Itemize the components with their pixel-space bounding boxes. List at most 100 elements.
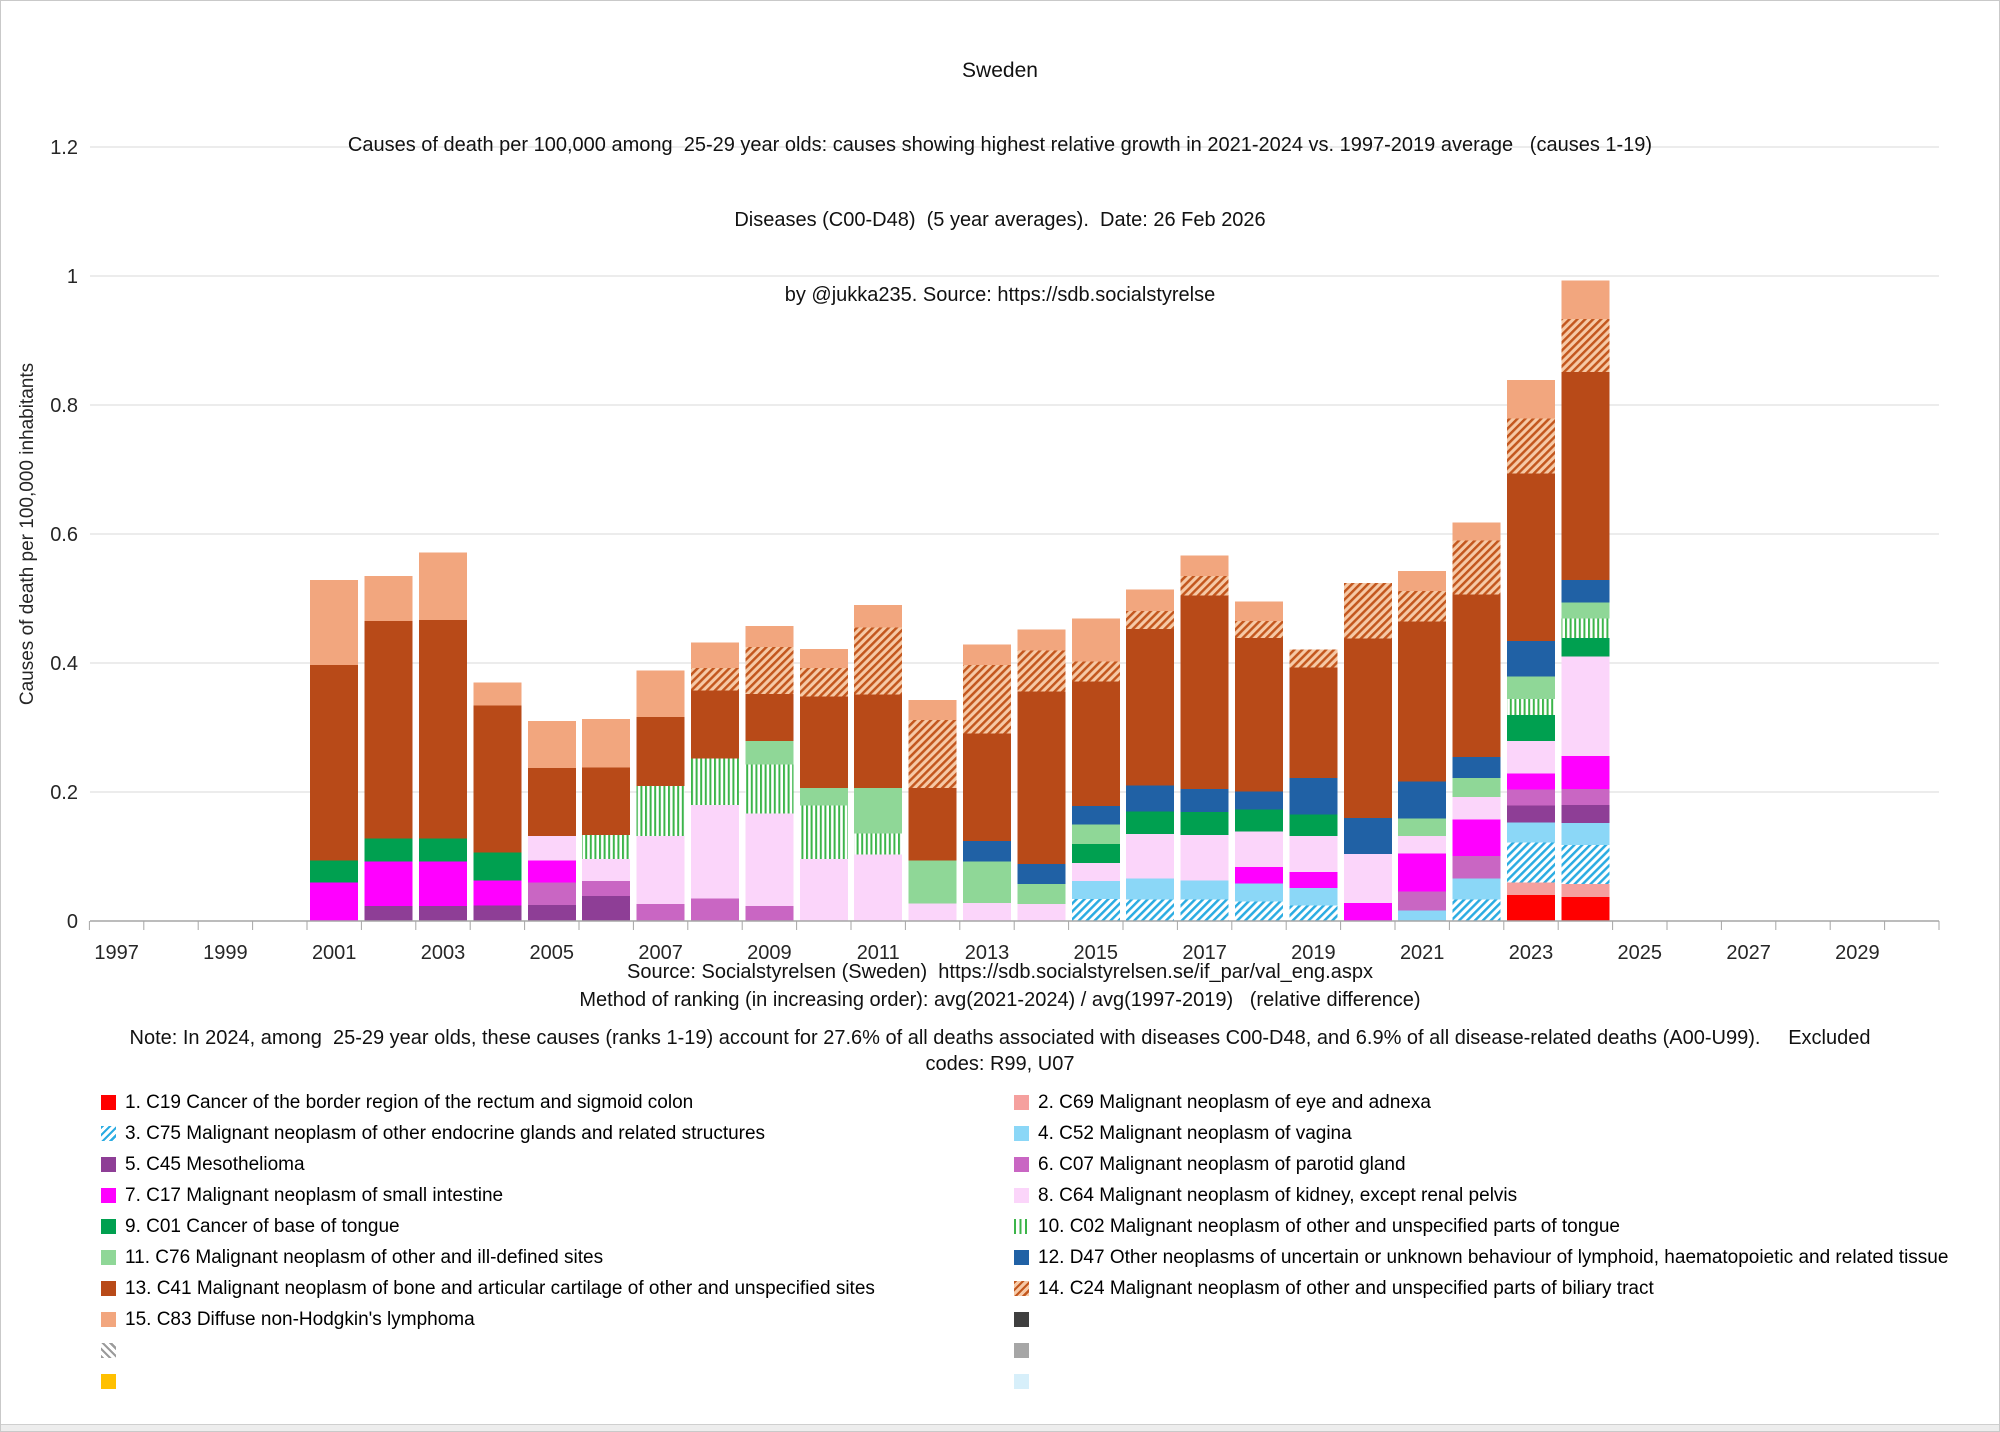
legend-row: 9. C01 Cancer of base of tongue: [101, 1211, 875, 1242]
bar-segment-2011-C41: [854, 694, 903, 789]
legend-swatch-c02: [1014, 1219, 1029, 1234]
bar-segment-2016-D47: [1126, 785, 1175, 812]
bar-segment-2018-C41: [1235, 637, 1283, 792]
bar-segment-2005-C07: [527, 882, 576, 905]
legend-swatch-c24: [1014, 1281, 1029, 1296]
legend-label-c41: 13. C41 Malignant neoplasm of bone and a…: [125, 1277, 875, 1299]
bar-segment-2017-D47: [1180, 788, 1229, 812]
bar-segment-2014-C24: [1017, 650, 1066, 692]
x-tick-label: 1999: [203, 942, 248, 964]
bar-segment-2012-C41: [908, 788, 957, 861]
legend-label-c52: 4. C52 Malignant neoplasm of vagina: [1038, 1122, 1352, 1144]
bar-segment-2014-C76: [1017, 884, 1066, 905]
legend-swatch-c17: [101, 1188, 116, 1203]
bar-segment-2008-C07: [691, 898, 739, 921]
bar-segment-2019-C01: [1289, 814, 1338, 836]
bar-segment-2007-C64: [636, 835, 685, 905]
bar-segment-2006-C83: [582, 719, 631, 768]
bar-segment-2023-C69: [1507, 882, 1555, 896]
bar-segment-2019-C24: [1289, 649, 1338, 668]
bar-segment-2024-C64: [1561, 656, 1610, 756]
bar-segment-2021-C52: [1398, 910, 1447, 921]
bar-segment-2006-C02: [582, 835, 631, 860]
bar-segment-2007-C07: [636, 904, 685, 921]
bar-segment-2015-C41: [1071, 681, 1120, 807]
bar-segment-2021-C41: [1398, 621, 1447, 782]
bar-segment-2018-C83: [1235, 601, 1283, 622]
chart-subtitle: Causes of death per 100,000 among 25-29 …: [347, 134, 1653, 156]
bar-segment-2001-C01: [310, 860, 359, 883]
bar-segment-2015-C83: [1071, 618, 1120, 662]
bar-segment-2009-C07: [745, 906, 794, 921]
y-tick-label: 0: [67, 911, 78, 933]
x-tick-label: 2009: [747, 942, 792, 964]
bar-segment-2013-C83: [963, 644, 1011, 665]
bar-segment-2016-C52: [1126, 878, 1175, 900]
legend-label-d47: 12. D47 Other neoplasms of uncertain or …: [1038, 1246, 1949, 1268]
bar-segment-2001-C17: [310, 882, 359, 921]
bar-segment-2020-C64: [1343, 853, 1392, 903]
bar-segment-2015-C52: [1071, 881, 1120, 900]
x-tick-label: 2005: [530, 942, 575, 964]
bar-segment-2001-C83: [310, 579, 359, 665]
bar-segment-2003-C45: [419, 906, 467, 921]
bar-segment-2021-C64: [1398, 835, 1447, 854]
bar-segment-2024-D47: [1561, 579, 1610, 603]
legend-row: 12. D47 Other neoplasms of uncertain or …: [1014, 1242, 1948, 1273]
bar-segment-2011-C76: [854, 788, 903, 834]
bar-segment-2009-C41: [745, 693, 794, 742]
bar-segment-2023-C83: [1507, 379, 1555, 419]
bar-segment-2004-C45: [473, 905, 522, 921]
bar-segment-2017-C75: [1180, 899, 1229, 921]
legend-row: 5. C45 Mesothelioma: [101, 1149, 875, 1180]
bar-segment-2023-C19: [1507, 895, 1555, 921]
bar-segment-2006-C45: [582, 895, 631, 921]
bar-segment-2016-C75: [1126, 899, 1175, 921]
bar-segment-2019-C64: [1289, 835, 1338, 872]
source-line: Source: Socialstyrelsen (Sweden) https:/…: [627, 961, 1373, 983]
bar-segment-2022-C83: [1452, 522, 1501, 541]
bar-segment-2022-C41: [1452, 594, 1501, 758]
legend-swatch-c75: [101, 1126, 116, 1141]
bar-segment-2022-C17: [1452, 819, 1501, 856]
x-tick-label: 2023: [1509, 942, 1554, 964]
bar-segment-2024-C69: [1561, 884, 1610, 898]
bar-segment-2024-C02: [1561, 618, 1610, 638]
bar-segment-2019-C75: [1289, 905, 1338, 921]
x-tick-label: 2027: [1726, 942, 1771, 964]
legend-row: 8. C64 Malignant neoplasm of kidney, exc…: [1014, 1180, 1948, 1211]
x-tick-label: 1997: [94, 942, 139, 964]
bar-segment-2017-C41: [1180, 595, 1229, 789]
legend-swatch-c52: [1014, 1126, 1029, 1141]
legend-swatch-c83: [101, 1312, 116, 1327]
legend-row: 13. C41 Malignant neoplasm of bone and a…: [101, 1273, 875, 1304]
legend-row: 15. C83 Diffuse non-Hodgkin's lymphoma: [101, 1304, 875, 1335]
bar-segment-2022-C75: [1452, 899, 1501, 921]
bar-segment-2023-C24: [1507, 418, 1555, 474]
x-tick-label: 2003: [421, 942, 466, 964]
bar-segment-2015-D47: [1071, 806, 1120, 825]
legend-label-c75: 3. C75 Malignant neoplasm of other endoc…: [125, 1122, 766, 1144]
bar-segment-2009-C02: [745, 764, 794, 814]
legend-swatch-c07: [1014, 1157, 1029, 1172]
legend-swatch-gray: [1014, 1343, 1029, 1358]
legend-column-right: 2. C69 Malignant neoplasm of eye and adn…: [1014, 1087, 1948, 1397]
bar-segment-2014-C83: [1017, 629, 1066, 651]
chart-title-block: Sweden Causes of death per 100,000 among…: [1, 8, 1999, 358]
legend-label-c83: 15. C83 Diffuse non-Hodgkin's lymphoma: [125, 1308, 475, 1330]
y-tick-label: 0.2: [50, 782, 78, 804]
bar-segment-2022-C64: [1452, 797, 1501, 820]
legend-row: 1. C19 Cancer of the border region of th…: [101, 1087, 875, 1118]
bar-segment-2002-C17: [364, 861, 413, 907]
bar-segment-2023-C52: [1507, 822, 1555, 843]
y-tick-label: 0.8: [50, 395, 78, 417]
bar-segment-2022-C07: [1452, 855, 1501, 879]
legend-swatch-light-blue: [1014, 1374, 1029, 1389]
bar-segment-2024-C41: [1561, 372, 1610, 580]
legend-row: [1014, 1304, 1948, 1335]
bar-segment-2024-C83: [1561, 280, 1610, 320]
legend-label-c45: 5. C45 Mesothelioma: [125, 1153, 305, 1175]
bar-segment-2023-C76: [1507, 676, 1555, 700]
